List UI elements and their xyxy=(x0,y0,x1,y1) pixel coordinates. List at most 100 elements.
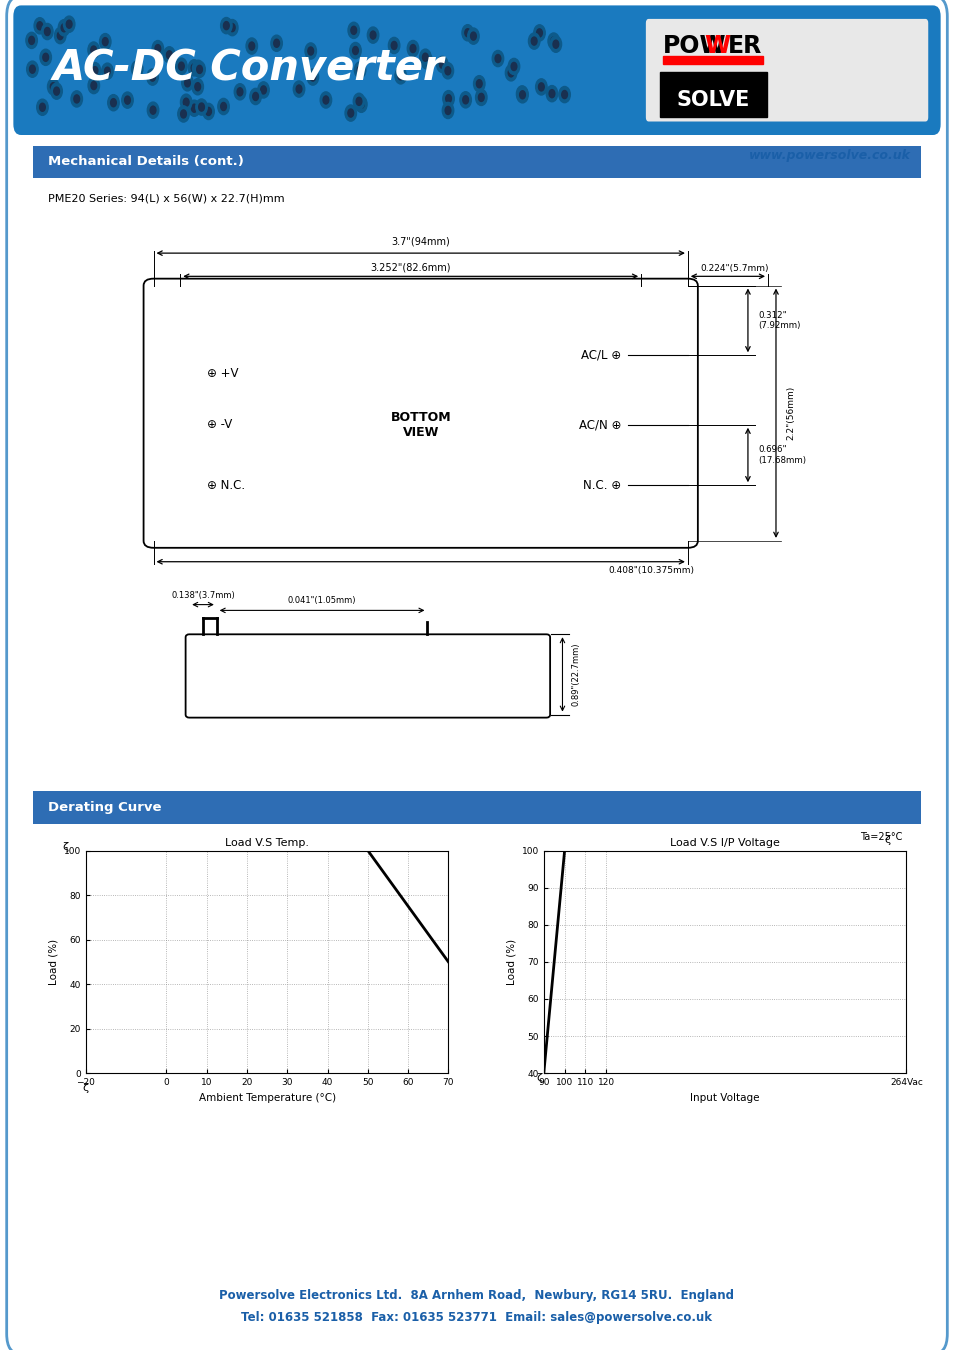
Circle shape xyxy=(42,23,53,39)
Bar xyxy=(662,55,762,63)
Circle shape xyxy=(508,58,519,74)
Circle shape xyxy=(422,53,428,61)
Circle shape xyxy=(461,24,473,40)
Circle shape xyxy=(511,62,517,70)
Text: 0.138"(3.7mm): 0.138"(3.7mm) xyxy=(171,590,234,599)
Text: ζ: ζ xyxy=(883,836,890,845)
Circle shape xyxy=(30,65,35,73)
Text: ζ: ζ xyxy=(83,1083,89,1094)
Circle shape xyxy=(26,32,37,49)
Circle shape xyxy=(436,57,448,73)
X-axis label: Ambient Temperature (°C): Ambient Temperature (°C) xyxy=(198,1092,335,1103)
Circle shape xyxy=(323,96,329,104)
Circle shape xyxy=(442,90,454,107)
Circle shape xyxy=(459,92,471,108)
Circle shape xyxy=(226,19,237,35)
Circle shape xyxy=(189,100,200,116)
Circle shape xyxy=(203,104,214,120)
Circle shape xyxy=(152,40,163,57)
Title: Load V.S Temp.: Load V.S Temp. xyxy=(225,838,309,848)
Circle shape xyxy=(91,81,96,89)
Circle shape xyxy=(271,35,282,51)
Circle shape xyxy=(553,40,558,49)
Text: www.powersolve.co.uk: www.powersolve.co.uk xyxy=(748,148,910,162)
Circle shape xyxy=(73,95,79,103)
Circle shape xyxy=(550,36,556,45)
Circle shape xyxy=(99,34,111,50)
Text: BOTTOM
VIEW: BOTTOM VIEW xyxy=(390,410,451,439)
Text: ER: ER xyxy=(727,35,761,58)
Circle shape xyxy=(307,69,318,85)
Circle shape xyxy=(561,90,567,99)
Circle shape xyxy=(519,90,525,99)
Circle shape xyxy=(175,58,187,74)
Circle shape xyxy=(345,105,356,122)
Circle shape xyxy=(61,24,67,32)
Circle shape xyxy=(237,88,243,96)
Circle shape xyxy=(102,63,113,80)
Circle shape xyxy=(71,90,82,107)
Circle shape xyxy=(535,78,546,94)
Circle shape xyxy=(37,22,43,30)
Text: ⊕ -V: ⊕ -V xyxy=(207,418,232,432)
Circle shape xyxy=(351,26,356,34)
Circle shape xyxy=(250,88,261,104)
Circle shape xyxy=(388,38,399,54)
Circle shape xyxy=(464,28,470,36)
Text: ζ: ζ xyxy=(63,842,69,852)
Circle shape xyxy=(195,99,207,115)
Circle shape xyxy=(467,28,478,45)
Circle shape xyxy=(147,103,158,119)
Circle shape xyxy=(495,54,500,62)
Circle shape xyxy=(217,99,229,115)
Circle shape xyxy=(192,104,197,112)
Text: AC/L ⊕: AC/L ⊕ xyxy=(580,348,620,362)
Circle shape xyxy=(193,61,204,77)
FancyBboxPatch shape xyxy=(13,5,940,135)
Circle shape xyxy=(516,86,527,103)
Circle shape xyxy=(43,53,49,61)
Circle shape xyxy=(550,36,561,53)
Circle shape xyxy=(442,103,454,119)
Circle shape xyxy=(410,45,416,53)
Circle shape xyxy=(439,61,445,69)
Circle shape xyxy=(395,68,406,84)
Circle shape xyxy=(549,89,555,97)
Circle shape xyxy=(310,73,315,81)
Circle shape xyxy=(66,20,71,28)
Circle shape xyxy=(229,23,234,31)
Text: 0.041"(1.05mm): 0.041"(1.05mm) xyxy=(288,597,356,605)
Circle shape xyxy=(350,42,361,58)
Text: AC/N ⊕: AC/N ⊕ xyxy=(578,418,620,432)
Circle shape xyxy=(57,31,63,39)
Circle shape xyxy=(39,103,45,111)
Text: 3.252"(82.6mm): 3.252"(82.6mm) xyxy=(370,263,451,273)
Circle shape xyxy=(192,78,203,94)
Text: W: W xyxy=(703,35,729,58)
Circle shape xyxy=(58,20,70,36)
Circle shape xyxy=(528,32,539,49)
Circle shape xyxy=(508,69,514,77)
FancyBboxPatch shape xyxy=(7,0,946,1350)
Circle shape xyxy=(473,76,484,92)
Circle shape xyxy=(444,66,450,74)
Circle shape xyxy=(320,92,332,108)
Circle shape xyxy=(353,93,364,109)
Text: Mechanical Details (cont.): Mechanical Details (cont.) xyxy=(48,155,243,169)
Circle shape xyxy=(147,69,158,85)
Text: SOLVE: SOLVE xyxy=(677,90,749,111)
Circle shape xyxy=(391,42,396,50)
Bar xyxy=(33,791,920,823)
Text: Tel: 01635 521858  Fax: 01635 523771  Email: sales@powersolve.co.uk: Tel: 01635 521858 Fax: 01635 523771 Emai… xyxy=(241,1311,712,1324)
Circle shape xyxy=(477,93,483,101)
Title: Load V.S I/P Voltage: Load V.S I/P Voltage xyxy=(669,838,780,848)
Circle shape xyxy=(105,68,111,76)
Circle shape xyxy=(367,27,378,43)
Circle shape xyxy=(122,92,133,108)
Text: 0.408"(10.375mm): 0.408"(10.375mm) xyxy=(608,567,694,575)
Text: ⊕ N.C.: ⊕ N.C. xyxy=(207,479,245,491)
Circle shape xyxy=(223,22,229,30)
Circle shape xyxy=(358,100,364,108)
Circle shape xyxy=(108,95,119,111)
Circle shape xyxy=(63,16,74,32)
